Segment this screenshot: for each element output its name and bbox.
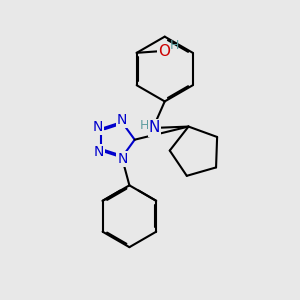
Text: N: N	[94, 145, 104, 159]
Text: O: O	[158, 44, 170, 59]
Text: H: H	[140, 119, 149, 132]
Text: N: N	[149, 120, 160, 135]
Text: H: H	[170, 39, 179, 52]
Text: N: N	[118, 152, 128, 166]
Text: N: N	[117, 113, 127, 127]
Text: N: N	[93, 120, 104, 134]
